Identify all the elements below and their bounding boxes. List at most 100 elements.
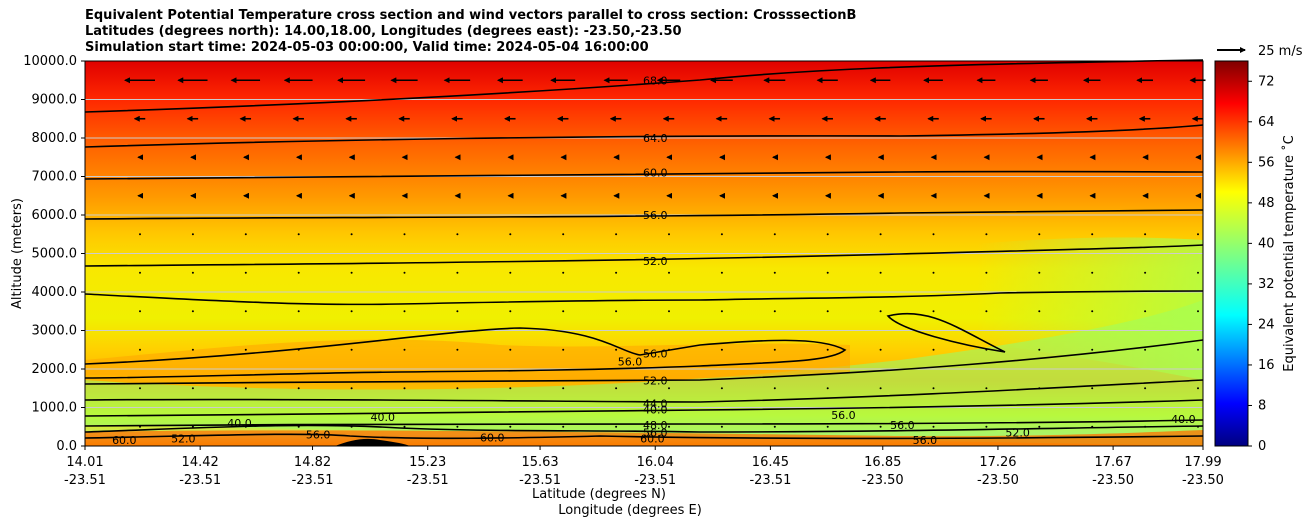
- colorbar-tick-label: 64: [1258, 115, 1275, 130]
- contour-56-mid: [84, 327, 847, 379]
- contour-label-text: 56.0: [643, 348, 668, 361]
- wind-vector: [668, 348, 670, 351]
- wind-vector: [191, 387, 194, 390]
- wind-vector: [403, 387, 406, 390]
- contour-label-text: 56.0: [643, 427, 668, 440]
- wind-vector: [403, 425, 406, 428]
- wind-vector: [297, 425, 300, 428]
- x-axis-label-lon: Longitude (degrees E): [558, 503, 702, 518]
- contour-label: 40.0: [1171, 413, 1196, 426]
- contour-labels: 68.064.060.056.052.056.056.052.044.040.0…: [112, 74, 1196, 447]
- wind-vector: [350, 387, 353, 390]
- contour-label: 56.0: [890, 419, 915, 432]
- contours: [84, 59, 1204, 440]
- contour-label-text: 56.0: [618, 355, 643, 368]
- wind-vector: [879, 233, 882, 236]
- wind-vector: [509, 387, 512, 390]
- colorbar-tick-label: 32: [1258, 277, 1275, 292]
- wind-vector: [509, 425, 512, 428]
- contour-label: 64.0: [643, 132, 668, 145]
- x-tick-label-lat: 14.42: [182, 455, 219, 470]
- colorbar-tick-label: 72: [1258, 74, 1275, 89]
- x-tick-label-lat: 17.67: [1095, 455, 1132, 470]
- wind-vector: [615, 271, 618, 274]
- wind-vector: [932, 425, 935, 428]
- wind-vector: [139, 271, 141, 274]
- colorbar-tick-label: 56: [1258, 155, 1275, 170]
- wind-vector: [826, 348, 829, 351]
- wind-vector: [509, 271, 512, 274]
- wind-vector: [826, 425, 829, 428]
- contour-label: 40.0: [643, 403, 668, 416]
- contour-label-text: 40.0: [1171, 413, 1196, 426]
- wind-vector: [985, 233, 988, 236]
- colorbar-tick-label: 24: [1258, 317, 1275, 332]
- wind-vector: [985, 310, 988, 313]
- contour-48-island: [886, 312, 1006, 353]
- wind-vector: [244, 271, 247, 274]
- y-axis-label: Altitude (meters): [10, 198, 25, 309]
- contour-label: 52.0: [171, 432, 196, 445]
- wind-vector: [350, 425, 353, 428]
- contour-label-text: 56.0: [306, 428, 331, 441]
- wind-vector: [244, 310, 247, 313]
- contour-label-text: 52.0: [1005, 427, 1030, 440]
- wind-vector: [297, 233, 300, 236]
- wind-vector: [1197, 233, 1199, 236]
- contour-label-text: 56.0: [831, 409, 856, 422]
- wind-vector: [932, 387, 935, 390]
- contour-label: 56.0: [643, 427, 668, 440]
- wind-vector: [139, 425, 141, 428]
- wind-vector: [1144, 348, 1147, 351]
- wind-vector: [1197, 271, 1199, 274]
- wind-vector: [1091, 233, 1094, 236]
- colorbar: 0 8 16 24 32 40 48 56 64 72 Equivalent potential …: [1214, 60, 1297, 454]
- y-tick-label: 9000.0: [32, 93, 78, 108]
- wind-vector: [615, 425, 618, 428]
- wind-vector: [826, 310, 829, 313]
- wind-vector: [456, 233, 459, 236]
- contour-label: 52.0: [643, 255, 668, 268]
- colorbar-scale: [1214, 60, 1249, 447]
- contour-52-mid: [84, 339, 1204, 385]
- contour-label: 60.0: [640, 432, 665, 445]
- y-tick-label: 1000.0: [32, 401, 78, 416]
- wind-vector: [1038, 310, 1041, 313]
- wind-vector: [139, 387, 141, 390]
- wind-vector: [668, 233, 670, 236]
- wind-vector: [668, 310, 670, 313]
- wind-vector: [615, 310, 618, 313]
- wind-vector: [562, 425, 565, 428]
- contour-label: 56.0: [643, 348, 668, 361]
- wind-vector: [1197, 425, 1199, 428]
- wind-vector: [350, 233, 353, 236]
- contour-label-text: 60.0: [112, 434, 137, 447]
- wind-vector: [1091, 310, 1094, 313]
- wind-vector: [297, 348, 300, 351]
- wind-vector: [562, 271, 565, 274]
- wind-vector: [773, 271, 776, 274]
- colorbar-tick-label: 40: [1258, 236, 1275, 251]
- contour-label: 40.0: [227, 417, 252, 430]
- x-tick-label-lat: 16.45: [752, 455, 789, 470]
- x-tick-label-lon: -23.50: [1092, 473, 1134, 488]
- wind-vector: [244, 348, 247, 351]
- wind-vector: [1091, 348, 1094, 351]
- wind-vector: [1144, 387, 1147, 390]
- wind-vector: [826, 271, 829, 274]
- wind-vector: [720, 271, 723, 274]
- wind-vector: [985, 387, 988, 390]
- colorbar-ticks: 0 8 16 24 32 40 48 56 64 72: [1248, 74, 1275, 454]
- wind-vector: [932, 348, 935, 351]
- contour-label-text: 52.0: [643, 255, 668, 268]
- colorbar-tick-label: 8: [1258, 398, 1266, 413]
- y-tick-label: 8000.0: [32, 131, 78, 146]
- wind-vector: [191, 348, 194, 351]
- contour-label: 60.0: [480, 432, 505, 445]
- wind-vector: [1144, 233, 1147, 236]
- x-tick-label-lat: 15.23: [409, 455, 446, 470]
- wind-vector: [720, 310, 723, 313]
- contour-label-text: 60.0: [643, 167, 668, 180]
- contour-52: [84, 244, 1204, 267]
